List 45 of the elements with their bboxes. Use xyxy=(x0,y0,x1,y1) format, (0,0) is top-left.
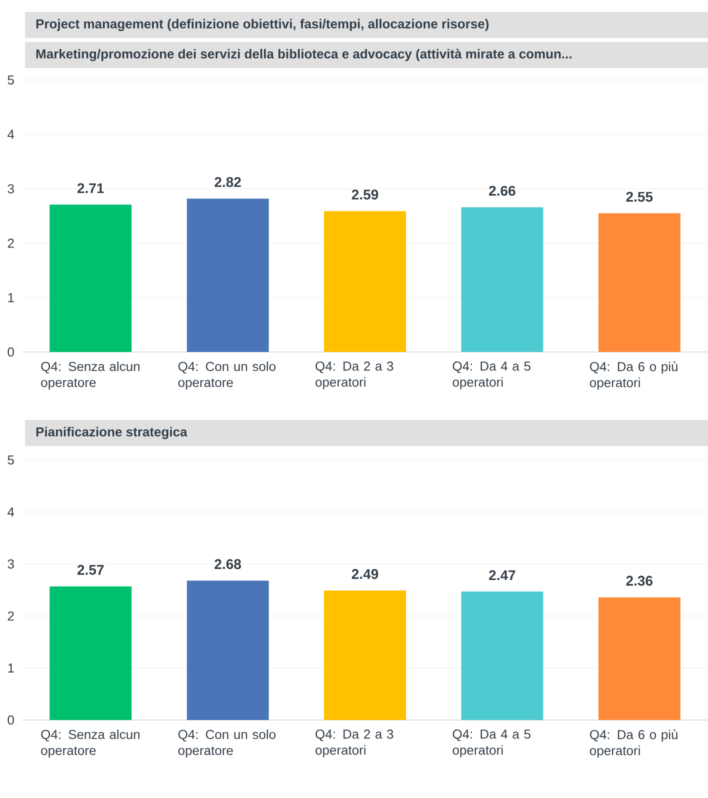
x-tick-label: Q4: Senza alcun operatore xyxy=(41,730,140,758)
y-tick-label: 4 xyxy=(8,130,14,139)
data-label: 2.57 xyxy=(77,564,104,575)
bar xyxy=(50,204,132,352)
data-label: 2.66 xyxy=(489,186,516,196)
chart-subtitle: Marketing/promozione dei servizi della biblioteca e advocacy (attività mirate a comun... xyxy=(36,48,572,62)
bar xyxy=(461,207,544,352)
y-tick-label: 0 xyxy=(8,347,14,357)
y-tick-label: 2 xyxy=(8,238,14,248)
bar xyxy=(324,590,406,720)
y-tick-label: 1 xyxy=(8,293,14,302)
data-label: 2.55 xyxy=(626,192,653,202)
bar xyxy=(598,597,680,720)
data-label: 2.59 xyxy=(352,190,378,200)
x-tick-label: Q4: Da 4 a 5 operatori xyxy=(452,362,530,390)
x-tick-label: Q4: Senza alcun operatore xyxy=(41,362,140,390)
y-tick-label: 1 xyxy=(8,664,14,672)
x-tick-label: Q4: Da 6 o più operatori xyxy=(590,730,678,758)
x-tick-label: Q4: Con un solo operatore xyxy=(178,362,276,390)
bar xyxy=(324,211,406,352)
bar xyxy=(50,586,132,720)
bar xyxy=(186,198,269,352)
chart-title: Pianificazione strategica xyxy=(36,426,188,440)
y-tick-label: 5 xyxy=(8,455,14,465)
data-label: 2.49 xyxy=(352,569,378,579)
x-tick-label: Q4: Con un solo operatore xyxy=(178,730,276,758)
x-tick-label: Q4: Da 2 a 3 operatori xyxy=(316,362,394,390)
y-tick-label: 2 xyxy=(8,611,14,621)
y-tick-label: 3 xyxy=(8,184,14,194)
data-label: 2.82 xyxy=(214,177,241,188)
y-tick-label: 0 xyxy=(8,715,14,725)
y-tick-label: 3 xyxy=(8,559,14,569)
y-tick-label: 4 xyxy=(8,508,14,516)
x-tick-label: Q4: Da 6 o più operatori xyxy=(590,362,678,390)
bar xyxy=(186,580,269,720)
data-label: 2.36 xyxy=(626,576,653,586)
x-tick-label: Q4: Da 2 a 3 operatori xyxy=(316,730,394,758)
chart-title: Project management (definizione obiettivi, fasi/tempi, allocazione risorse) xyxy=(36,18,489,32)
data-label: 2.71 xyxy=(77,183,104,194)
data-label: 2.68 xyxy=(214,559,241,570)
bar xyxy=(598,213,680,352)
bar xyxy=(461,592,544,720)
x-tick-label: Q4: Da 4 a 5 operatori xyxy=(452,730,530,758)
data-label: 2.47 xyxy=(489,570,516,580)
y-tick-label: 5 xyxy=(8,75,14,85)
